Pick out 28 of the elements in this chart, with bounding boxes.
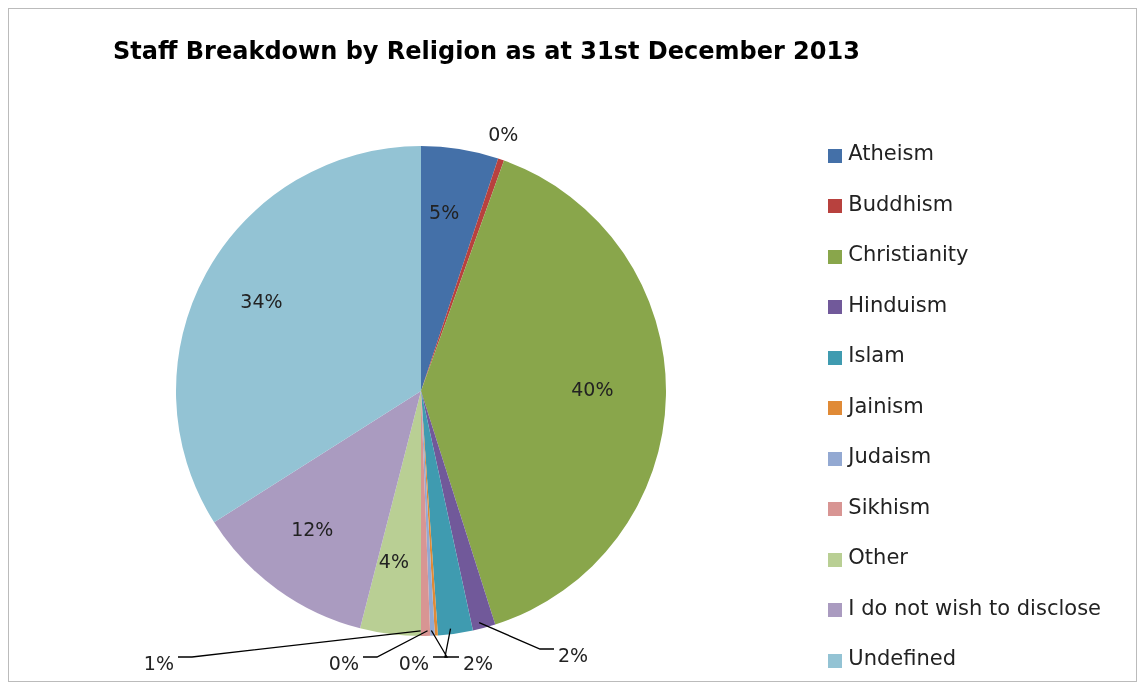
chart-title: Staff Breakdown by Religion as at 31st December 2013 <box>112 37 861 65</box>
data-label: 0% <box>488 122 519 145</box>
legend-label: Judaism <box>848 444 932 468</box>
legend-label: Jainism <box>848 393 924 418</box>
legend-label: Buddhism <box>848 191 954 216</box>
data-label: 5% <box>429 200 460 223</box>
data-label: 1% <box>143 652 174 674</box>
pie-slice <box>360 391 421 636</box>
legend-label: Undefined <box>848 646 957 670</box>
legend-label: Islam <box>848 343 905 367</box>
legend-label: Christianity <box>848 242 969 266</box>
legend-label: Other <box>848 545 908 569</box>
data-label: 4% <box>378 550 409 573</box>
data-label: 0% <box>398 652 429 674</box>
data-label: 0% <box>328 652 359 674</box>
pie-slice <box>176 146 421 523</box>
legend-label: Sikhism <box>848 494 931 519</box>
data-label: 34% <box>240 290 283 313</box>
legend-label: I do not wish to disclose <box>848 595 1101 620</box>
data-label: 40% <box>571 378 614 401</box>
pie-slice <box>214 391 421 629</box>
data-label: 2% <box>463 652 494 674</box>
data-label: 2% <box>558 644 589 666</box>
legend-label: Hinduism <box>848 292 948 317</box>
pie-slice <box>421 391 473 636</box>
legend-label: Atheism <box>848 141 935 165</box>
pie-slice <box>421 160 666 625</box>
data-label: 12% <box>291 517 334 540</box>
